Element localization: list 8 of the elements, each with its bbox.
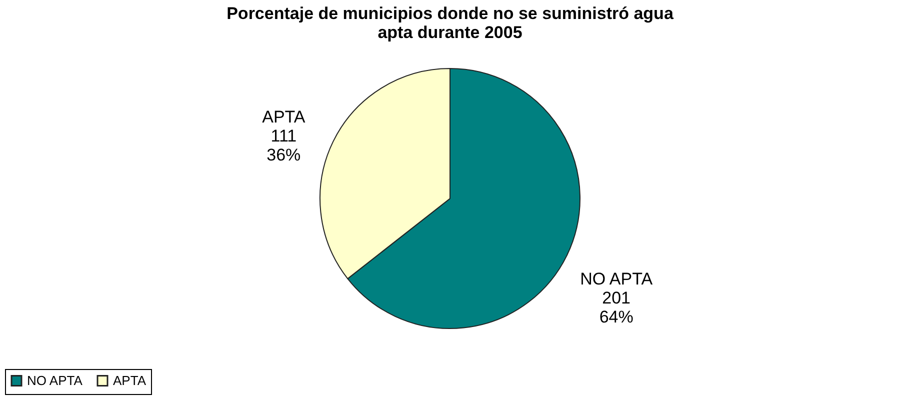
text: Porcentaje de municipios donde no se suministró agua	[226, 4, 674, 23]
legend-label: APTA	[113, 372, 146, 388]
slice-label: NO APTA	[580, 269, 654, 288]
text: apta durante 2005	[378, 23, 522, 42]
data-label: 111 36%	[266, 126, 301, 165]
legend-label: NO APTA	[27, 372, 83, 388]
data-label: 201 64%	[599, 288, 634, 326]
slice-label: APTA	[262, 108, 306, 127]
